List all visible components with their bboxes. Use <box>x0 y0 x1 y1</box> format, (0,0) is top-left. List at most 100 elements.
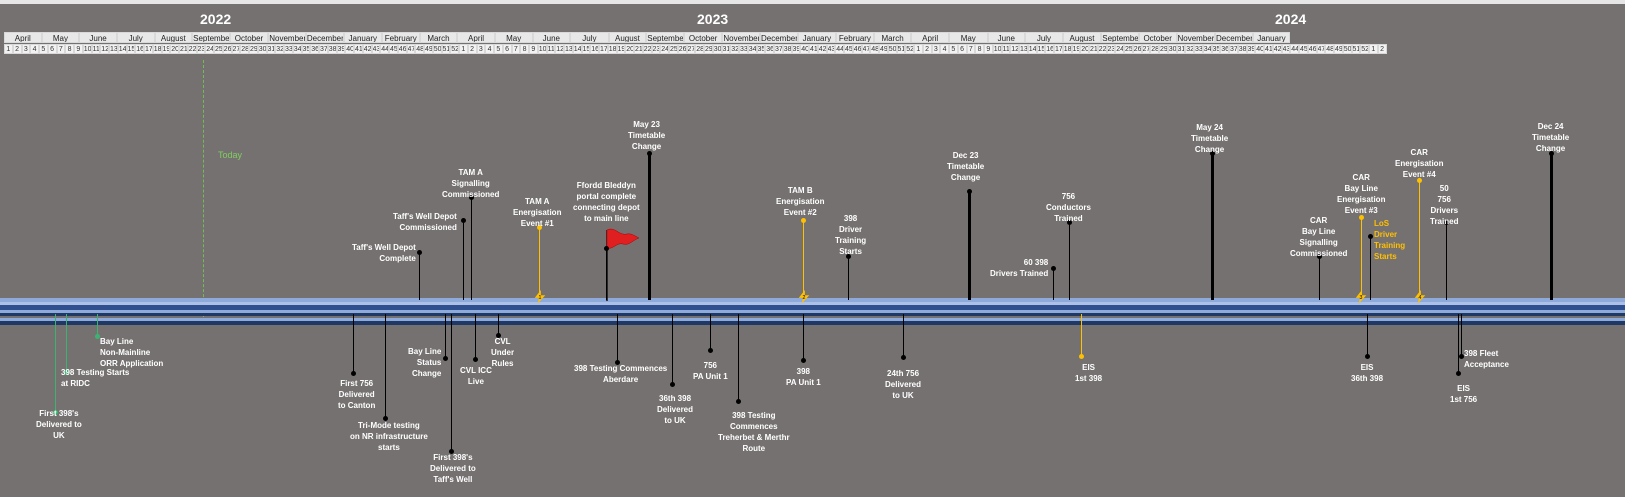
milestone-label: First 756 Delivered to Canton <box>338 379 376 410</box>
week-cell: 22 <box>187 44 197 54</box>
month-cell: August <box>1062 32 1102 43</box>
week-cell: 34 <box>1202 44 1212 54</box>
week-cell: 42 <box>362 44 372 54</box>
event-dot <box>537 225 542 230</box>
event-dot <box>496 333 501 338</box>
week-cell: 48 <box>415 44 424 54</box>
week-cell: 29 <box>1159 44 1168 54</box>
week-cell: 52 <box>905 44 914 54</box>
month-cell: November <box>1176 32 1215 43</box>
milestone-label: 756 PA Unit 1 <box>693 361 728 381</box>
year-label: 2023 <box>697 11 729 27</box>
event-connector <box>738 314 739 401</box>
event-dot <box>967 189 972 194</box>
milestone-label: Dec 23 Timetable Change <box>947 151 985 182</box>
event-connector <box>848 256 849 300</box>
week-cell: 41 <box>354 44 363 54</box>
month-cell: April <box>4 32 42 43</box>
milestone-label: Dec 24 Timetable Change <box>1532 122 1570 153</box>
timeline-band-dark-1 <box>0 305 1625 310</box>
week-cell: 25 <box>669 44 678 54</box>
timeline-band-light-2 <box>0 310 1625 313</box>
event-dot <box>1317 254 1322 259</box>
week-cell: 32 <box>730 44 739 54</box>
timeline-band-mid-light <box>0 302 1625 305</box>
week-cell: 15 <box>1036 44 1046 54</box>
week-cell: 14 <box>572 44 582 54</box>
milestone-label: 36th 398 Delivered to UK <box>657 394 694 425</box>
event-connector <box>648 153 651 300</box>
week-cell: 19 <box>1071 44 1081 54</box>
year-label: 2022 <box>200 11 232 27</box>
milestone-label: EIS 36th 398 <box>1351 363 1384 383</box>
week-cell: 44 <box>1290 44 1299 54</box>
week-cell: 50 <box>1342 44 1352 54</box>
week-cell: 5 <box>494 44 503 54</box>
week-cell: 40 <box>1255 44 1264 54</box>
week-cell: 18 <box>607 44 617 54</box>
week-cell: 34 <box>747 44 757 54</box>
week-cell: 9 <box>984 44 993 54</box>
timeline-header: 2022 2023 2024 April May June July August Septem… <box>0 4 1625 54</box>
event-dot <box>736 399 741 404</box>
month-cell: July <box>116 32 155 43</box>
milestone-label: CAR Bay Line Energisation Event #3 <box>1337 173 1386 215</box>
month-cell: January <box>343 32 382 43</box>
year-label: 2024 <box>1275 11 1307 27</box>
week-cell: 20 <box>1080 44 1089 54</box>
event-connector <box>97 314 98 336</box>
week-cell: 15 <box>126 44 136 54</box>
week-cell: 14 <box>117 44 127 54</box>
week-cell: 35 <box>301 44 311 54</box>
week-cell: 31 <box>1176 44 1186 54</box>
week-cell: 37 <box>319 44 328 54</box>
week-cell: 49 <box>424 44 433 54</box>
week-cell: 51 <box>1351 44 1361 54</box>
event-dot <box>417 250 422 255</box>
event-connector <box>903 314 904 357</box>
milestone-label: CVL Under Rules <box>491 337 515 368</box>
event-badge-number: 2 <box>803 295 806 301</box>
week-cell: 12 <box>555 44 564 54</box>
week-cell: 35 <box>1211 44 1221 54</box>
event-connector <box>1446 222 1447 300</box>
event-connector <box>1461 314 1462 356</box>
event-dot <box>461 218 466 223</box>
milestone-label: Bay Line Status Change <box>408 347 442 378</box>
event-dot <box>473 357 478 362</box>
month-cell: March <box>873 32 912 43</box>
event-dot <box>1459 354 1464 359</box>
week-cell: 38 <box>1237 44 1247 54</box>
week-cell: 2 <box>1377 44 1387 54</box>
event-dot <box>1051 266 1056 271</box>
week-cell: 1 <box>459 44 468 54</box>
event-connector <box>445 314 446 358</box>
month-cell: December <box>760 32 798 43</box>
event-connector <box>710 314 711 350</box>
milestone-label: CAR Bay Line Signalling Commissioned <box>1290 216 1348 258</box>
month-cell: February <box>836 32 874 43</box>
week-cell: 4 <box>30 44 39 54</box>
event-dot <box>1067 220 1072 225</box>
month-cell: December <box>305 32 344 43</box>
week-cell: 48 <box>870 44 879 54</box>
week-cell: 43 <box>1281 44 1291 54</box>
today-marker-line <box>203 60 204 322</box>
milestone-label: Taff's Well Depot Complete <box>352 243 416 263</box>
week-cell: 7 <box>511 44 521 54</box>
milestone-label: First 398's Delivered to UK <box>36 409 82 440</box>
week-cell: 52 <box>1360 44 1369 54</box>
event-connector <box>66 314 67 372</box>
event-connector <box>419 252 420 300</box>
week-cell: 3 <box>476 44 486 54</box>
event-connector <box>1211 153 1214 300</box>
timeline-band-top-light <box>0 298 1625 302</box>
week-cell: 43 <box>371 44 381 54</box>
month-cell: August <box>608 32 647 43</box>
event-connector <box>471 197 472 300</box>
milestone-label: Ffordd Bleddyn portal complete connectin… <box>573 181 640 223</box>
week-cell: 9 <box>74 44 83 54</box>
week-cell: 27 <box>231 44 241 54</box>
week-cell: 11 <box>91 44 101 54</box>
week-cell: 45 <box>1299 44 1308 54</box>
